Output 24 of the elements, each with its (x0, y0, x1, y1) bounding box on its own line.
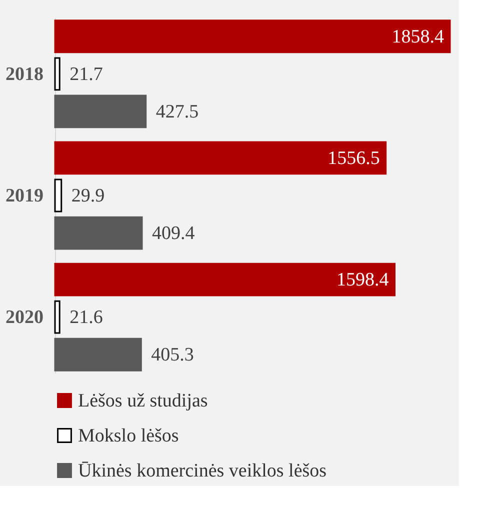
bar (54, 141, 387, 175)
bar (54, 178, 62, 212)
legend-label: Ūkinės komercinės veiklos lėšos (78, 460, 327, 482)
bar (54, 300, 60, 334)
legend-label: Lėšos už studijas (78, 390, 208, 412)
bar (54, 216, 143, 250)
bar (54, 262, 396, 296)
data-label: 405.3 (151, 344, 194, 366)
bar (54, 20, 451, 54)
y-tick-label: 2019 (6, 186, 44, 206)
bar (54, 57, 60, 91)
data-label: 21.7 (70, 64, 103, 85)
data-label: 21.6 (70, 307, 103, 328)
y-tick-label: 2020 (6, 307, 44, 328)
legend-label: Mokslo lėšos (78, 426, 179, 446)
y-tick-label: 2018 (6, 64, 44, 85)
data-label: 1858.4 (392, 26, 444, 48)
bar (54, 94, 147, 128)
data-label: 1556.5 (328, 148, 380, 169)
data-label: 409.4 (152, 223, 196, 244)
data-label: 427.5 (156, 101, 199, 122)
data-label: 29.9 (71, 186, 105, 206)
bar (54, 338, 142, 372)
data-label: 1598.4 (336, 270, 390, 291)
